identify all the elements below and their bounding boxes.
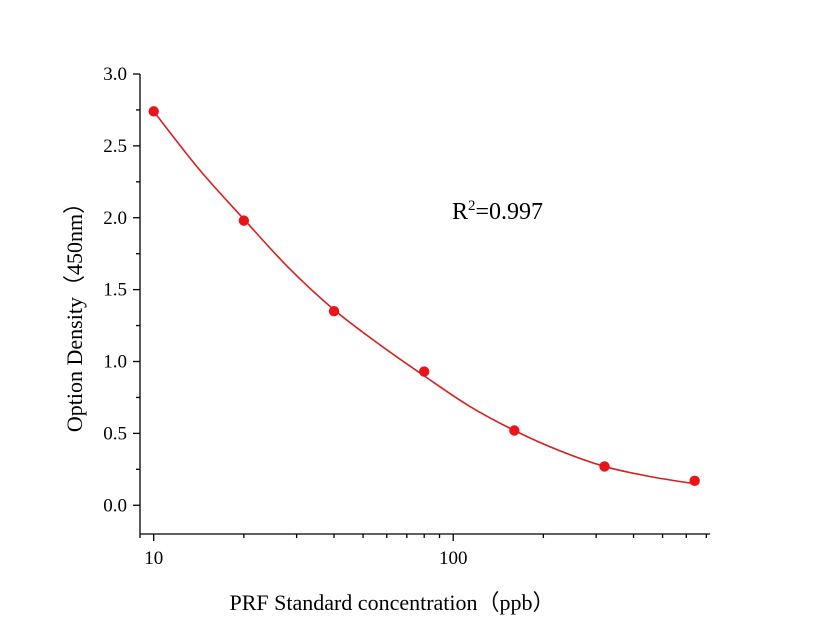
x-axis-title: PRF Standard concentration（ppb） [229, 590, 554, 615]
y-tick-label: 1.0 [103, 352, 127, 373]
fit-curve-layer [153, 110, 695, 485]
data-point [418, 366, 430, 377]
y-tick-label: 1.5 [103, 280, 127, 301]
data-point [328, 305, 340, 317]
y-axis-title: Option Density（450nm） [62, 192, 87, 432]
data-point [509, 425, 520, 436]
x-tick-label: 10 [144, 548, 163, 569]
fit-curve [153, 110, 695, 485]
r-squared-value: =0.997 [476, 199, 544, 225]
y-tick-label: 2.0 [103, 208, 127, 229]
y-tick-label: 0.0 [103, 495, 127, 516]
y-tick-label: 0.5 [103, 423, 127, 444]
data-points-layer [148, 106, 700, 487]
r-squared-base: R [452, 199, 468, 225]
r-squared-superscript: 2 [468, 198, 476, 214]
x-tick-label: 100 [439, 548, 468, 569]
data-point [599, 461, 610, 472]
data-point [689, 475, 700, 487]
y-tick-label: 2.5 [103, 136, 127, 157]
r-squared-annotation: R2=0.997 [452, 198, 543, 225]
data-point [238, 215, 250, 226]
axes: 0.0 0.5 1.0 1.5 2.0 2.5 3.0 10 100 [103, 64, 710, 569]
y-tick-label: 3.0 [103, 64, 127, 85]
data-point [148, 106, 159, 117]
